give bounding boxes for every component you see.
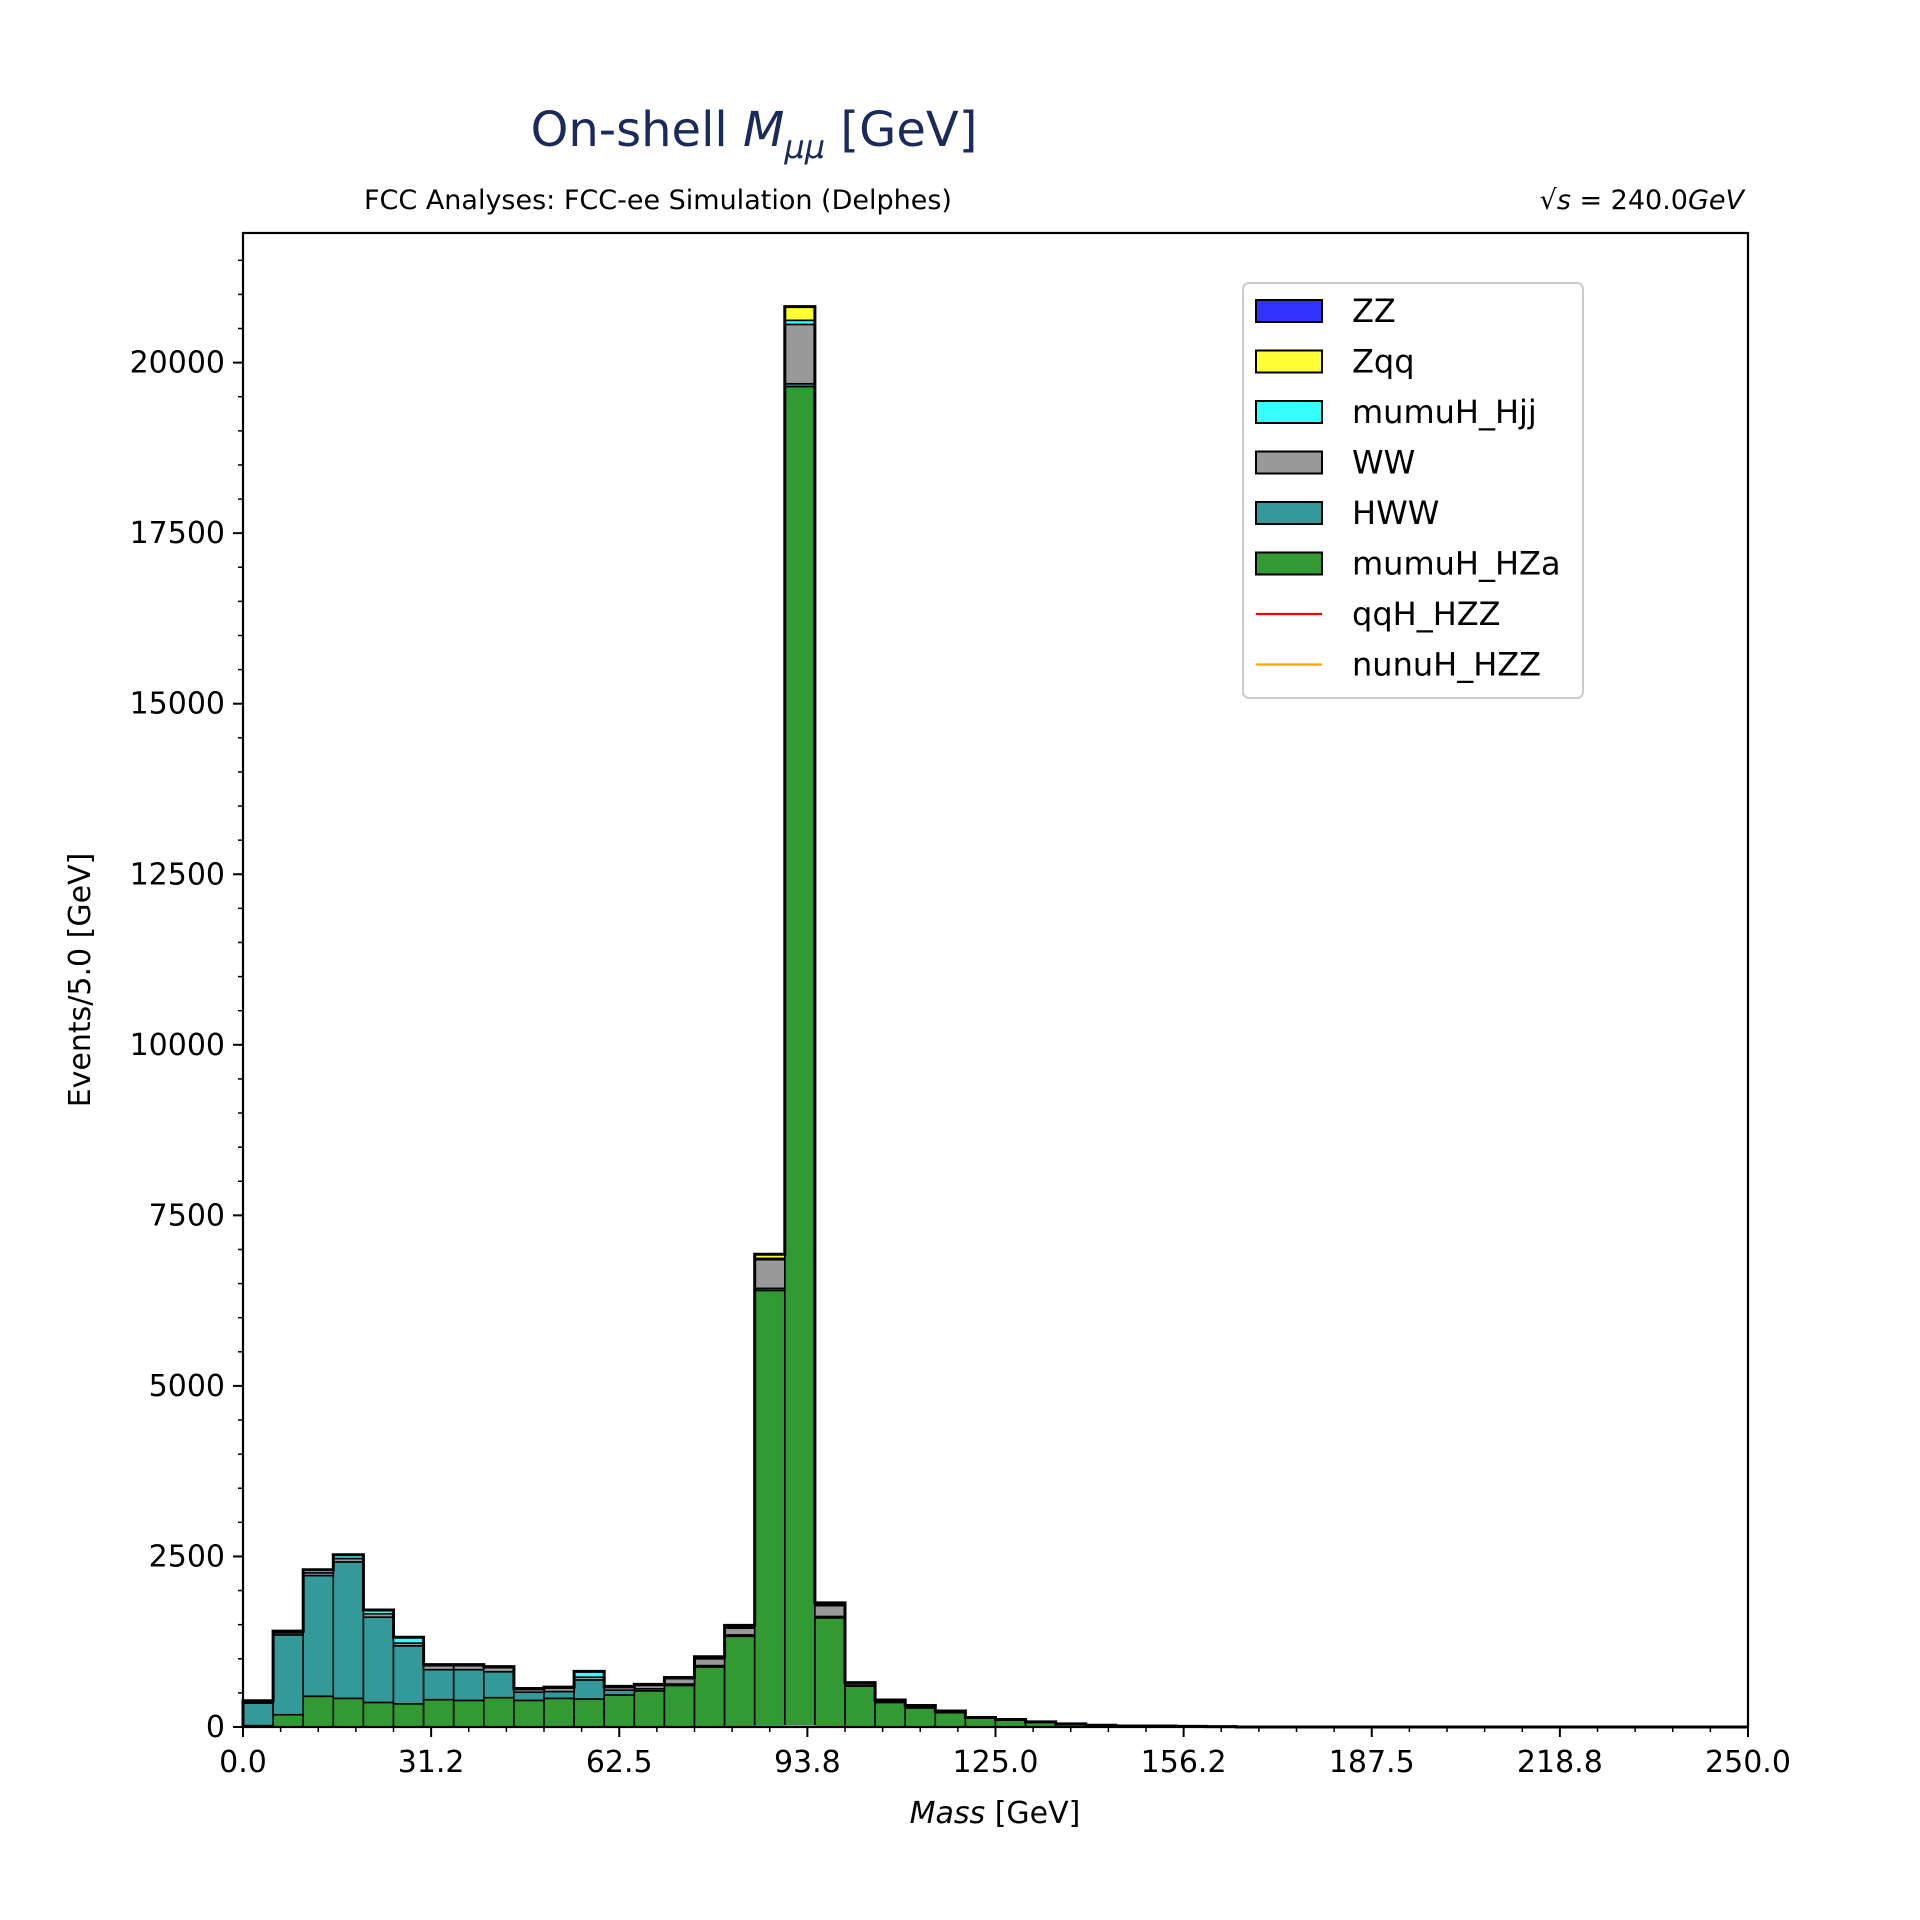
subtitle-right-symbol: √s bbox=[1540, 185, 1571, 216]
legend-label-ZZ: ZZ bbox=[1352, 292, 1396, 330]
x-tick-label-4: 125.0 bbox=[953, 1745, 1039, 1780]
bar-HWW-0 bbox=[242, 1702, 274, 1727]
y-axis-ticks: 0 2500 5000 7500 10000 12500 15000 17500 20000 bbox=[130, 259, 243, 1745]
subtitle-right-value: = 240.0 bbox=[1571, 185, 1688, 216]
x-tick-label-7: 218.8 bbox=[1517, 1745, 1603, 1780]
y-tick-label-4: 10000 bbox=[130, 1028, 225, 1063]
bar-WW-16 bbox=[723, 1627, 756, 1636]
y-tick-label-7: 17500 bbox=[130, 516, 225, 551]
legend-swatch-WW bbox=[1255, 450, 1323, 475]
legend: ZZ Zqq mumuH_Hjj WW HWW mumuH_HZa qqH_HZZ nunuH… bbox=[1242, 282, 1584, 699]
x-axis-ticks: 0.0 31.2 62.5 93.8 125.0 156.2 187.5 218.8 250.0 bbox=[219, 1727, 1791, 1780]
subtitle-right-unit: GeV bbox=[1688, 185, 1747, 216]
bar-HWW-2 bbox=[302, 1574, 335, 1698]
legend-label-HWW: HWW bbox=[1352, 494, 1439, 532]
bar-Zqq-18 bbox=[783, 305, 816, 322]
x-tick-label-0: 0.0 bbox=[219, 1745, 267, 1780]
y-tick-label-5: 12500 bbox=[130, 857, 225, 892]
bar-mumuH_HZa-18 bbox=[783, 385, 816, 1728]
bar-HWW-3 bbox=[332, 1561, 365, 1700]
bar-mumuH_HZa-14 bbox=[663, 1684, 696, 1728]
chart-title-main: On-shell bbox=[531, 102, 743, 158]
x-tick-label-3: 93.8 bbox=[774, 1745, 841, 1780]
y-tick-label-8: 20000 bbox=[130, 346, 225, 381]
legend-label-nunuH_HZZ: nunuH_HZZ bbox=[1352, 646, 1541, 684]
bar-mumuH_HZa-20 bbox=[844, 1685, 876, 1728]
bar-HWW-1 bbox=[272, 1634, 305, 1716]
bar-HWW-7 bbox=[452, 1668, 485, 1702]
legend-swatch-mumuH_Hjj bbox=[1255, 400, 1323, 424]
bar-mumuH_HZa-23 bbox=[934, 1711, 967, 1728]
x-tick-label-6: 187.5 bbox=[1329, 1745, 1415, 1780]
chart-title-unit: [GeV] bbox=[825, 102, 977, 158]
bar-mumuH_HZa-15 bbox=[693, 1666, 726, 1728]
legend-swatch-HWW bbox=[1255, 501, 1323, 525]
bar-HWW-5 bbox=[392, 1645, 425, 1705]
bar-mumuH_HZa-19 bbox=[814, 1617, 846, 1728]
y-tick-label-3: 7500 bbox=[149, 1198, 225, 1233]
bar-WW-14 bbox=[663, 1677, 696, 1685]
legend-swatch-Zqq bbox=[1255, 349, 1323, 374]
bar-mumuH_HZa-6 bbox=[422, 1698, 455, 1728]
bar-mumuH_HZa-13 bbox=[633, 1690, 666, 1728]
bar-mumuH_HZa-16 bbox=[723, 1635, 756, 1728]
legend-box bbox=[1242, 282, 1584, 699]
legend-swatch-ZZ bbox=[1255, 299, 1323, 323]
chart-title-subscript: μμ bbox=[783, 128, 825, 166]
bar-mumuH_HZa-3 bbox=[332, 1697, 365, 1728]
bar-WW-18 bbox=[783, 323, 816, 385]
y-axis-label: Events/5.0 [GeV] bbox=[63, 853, 98, 1108]
chart-title: On-shell Mμμ [GeV] bbox=[531, 102, 978, 166]
x-axis-label-unit: [GeV] bbox=[985, 1796, 1080, 1831]
bar-mumuH_HZa-9 bbox=[513, 1699, 545, 1728]
x-axis-label: Mass [GeV] bbox=[910, 1796, 1081, 1831]
bar-HWW-11 bbox=[573, 1679, 605, 1700]
bar-mumuH_HZa-4 bbox=[362, 1701, 395, 1728]
bar-HWW-6 bbox=[422, 1668, 455, 1701]
x-tick-label-5: 156.2 bbox=[1141, 1745, 1227, 1780]
bar-mumuH_HZa-5 bbox=[392, 1703, 425, 1728]
bar-mumuH_HZa-22 bbox=[904, 1707, 937, 1728]
bar-HWW-9 bbox=[513, 1691, 545, 1702]
legend-label-qqH_HZZ: qqH_HZZ bbox=[1352, 595, 1501, 633]
subtitle-right: √s = 240.0GeV bbox=[1540, 185, 1747, 216]
chart-title-symbol: M bbox=[743, 102, 784, 158]
bar-mumuH_HZa-8 bbox=[482, 1696, 515, 1728]
legend-swatch-mumuH_HZa bbox=[1255, 551, 1323, 576]
x-tick-label-1: 31.2 bbox=[398, 1745, 465, 1780]
bar-mumuH_HZa-2 bbox=[302, 1695, 335, 1728]
bar-mumuH_HZa-7 bbox=[452, 1699, 485, 1728]
legend-label-Zqq: Zqq bbox=[1352, 343, 1415, 381]
bar-mumuH_HZa-11 bbox=[573, 1698, 605, 1728]
y-tick-label-2: 5000 bbox=[149, 1369, 225, 1404]
bar-mumuH_HZa-12 bbox=[603, 1694, 636, 1728]
bar-HWW-4 bbox=[362, 1616, 395, 1704]
bar-WW-17 bbox=[753, 1258, 786, 1290]
bar-WW-19 bbox=[814, 1604, 846, 1618]
bar-mumuH_HZa-21 bbox=[874, 1701, 906, 1728]
bar-mumuH_HZa-24 bbox=[964, 1717, 997, 1728]
subtitle-left: FCC Analyses: FCC-ee Simulation (Delphes… bbox=[364, 185, 952, 216]
x-tick-label-8: 250.0 bbox=[1705, 1745, 1791, 1780]
y-tick-label-1: 2500 bbox=[149, 1539, 225, 1574]
bar-mumuH_HZa-17 bbox=[753, 1289, 786, 1728]
legend-label-mumuH_HZa: mumuH_HZa bbox=[1352, 545, 1561, 583]
bar-WW-15 bbox=[693, 1657, 726, 1667]
bar-mumuH_HZa-1 bbox=[272, 1713, 305, 1728]
y-tick-label-0: 0 bbox=[206, 1710, 225, 1745]
bar-HWW-10 bbox=[543, 1690, 575, 1700]
legend-label-mumuH_Hjj: mumuH_Hjj bbox=[1352, 393, 1537, 431]
x-axis-label-italic: Mass bbox=[910, 1796, 986, 1831]
bar-HWW-8 bbox=[482, 1670, 515, 1699]
legend-label-WW: WW bbox=[1352, 444, 1415, 482]
bar-mumuH_HZa-10 bbox=[543, 1697, 575, 1728]
y-tick-label-6: 15000 bbox=[130, 687, 225, 722]
x-tick-label-2: 62.5 bbox=[586, 1745, 653, 1780]
